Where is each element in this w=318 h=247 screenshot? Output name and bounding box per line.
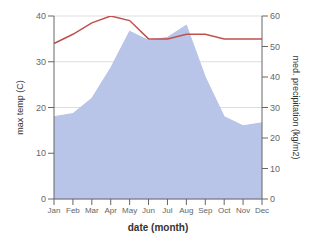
svg-text:Aug: Aug [179,206,193,215]
svg-text:Jun: Jun [142,206,155,215]
svg-text:Nov: Nov [236,206,250,215]
svg-text:Oct: Oct [218,206,231,215]
svg-text:med. precipitation (kg/m2): med. precipitation (kg/m2) [291,55,301,159]
svg-text:max temp (C): max temp (C) [15,80,25,135]
svg-text:50: 50 [270,42,280,52]
svg-text:Dec: Dec [255,206,269,215]
svg-text:60: 60 [270,11,280,21]
svg-text:Mar: Mar [85,206,99,215]
svg-text:Apr: Apr [105,206,118,215]
svg-text:Sep: Sep [198,206,213,215]
svg-text:30: 30 [36,57,46,67]
svg-text:10: 10 [270,164,280,174]
svg-text:10: 10 [36,148,46,158]
svg-text:20: 20 [36,103,46,113]
svg-text:Feb: Feb [66,206,80,215]
svg-text:0: 0 [41,194,46,204]
svg-text:40: 40 [36,11,46,21]
svg-text:May: May [122,206,137,215]
svg-text:30: 30 [270,103,280,113]
svg-text:date (month): date (month) [128,222,189,233]
svg-text:20: 20 [270,133,280,143]
svg-text:Jul: Jul [162,206,172,215]
svg-text:40: 40 [270,72,280,82]
svg-text:0: 0 [270,194,275,204]
svg-text:Jan: Jan [48,206,61,215]
